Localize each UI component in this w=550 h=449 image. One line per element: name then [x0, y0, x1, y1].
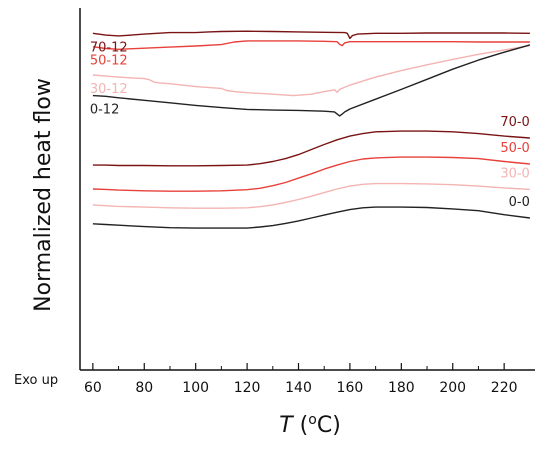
x-axis-unit-open: ( — [293, 413, 309, 438]
x-tick-label: 160 — [337, 380, 364, 396]
x-tick-label: 140 — [285, 380, 312, 396]
x-tick-label: 100 — [182, 380, 209, 396]
series-label-50-0: 50-0 — [500, 141, 530, 156]
x-tick-label: 120 — [234, 380, 261, 396]
series-label-30-12: 30-12 — [90, 82, 128, 97]
series-line-0-12 — [92, 44, 531, 117]
series-line-70-0 — [92, 130, 530, 167]
x-tick-label: 180 — [388, 380, 415, 396]
series-label-0-12: 0-12 — [90, 103, 120, 118]
series-label-70-0: 70-0 — [500, 115, 530, 130]
x-axis-label: T (oC) — [279, 412, 341, 438]
series-line-50-12 — [92, 40, 530, 50]
series-line-70-12 — [92, 30, 530, 40]
series-line-50-0 — [92, 156, 530, 192]
series-label-70-12: 70-12 — [90, 40, 128, 55]
axes — [79, 8, 535, 371]
series-line-0-0 — [92, 206, 530, 229]
series-line-30-12 — [92, 44, 531, 97]
y-axis-label: Normalized heat flow — [31, 78, 56, 312]
series-label-0-0: 0-0 — [509, 195, 530, 210]
x-tick-label: 200 — [439, 380, 466, 396]
x-tick-label: 60 — [84, 380, 102, 396]
degree-symbol: o — [308, 412, 317, 428]
x-tick-label: 220 — [491, 380, 518, 396]
x-axis-unit-close: C) — [317, 413, 341, 438]
series-label-50-12: 50-12 — [90, 54, 128, 69]
series-line-30-0 — [92, 182, 530, 209]
x-tick-label: 80 — [135, 380, 153, 396]
series-layer — [92, 30, 531, 229]
x-ticks: 60 80 100 120 140 160 180 200 220 — [84, 363, 518, 396]
series-label-30-0: 30-0 — [500, 166, 530, 181]
exo-up-note: Exo up — [14, 373, 58, 388]
x-axis-var: T — [279, 413, 294, 438]
